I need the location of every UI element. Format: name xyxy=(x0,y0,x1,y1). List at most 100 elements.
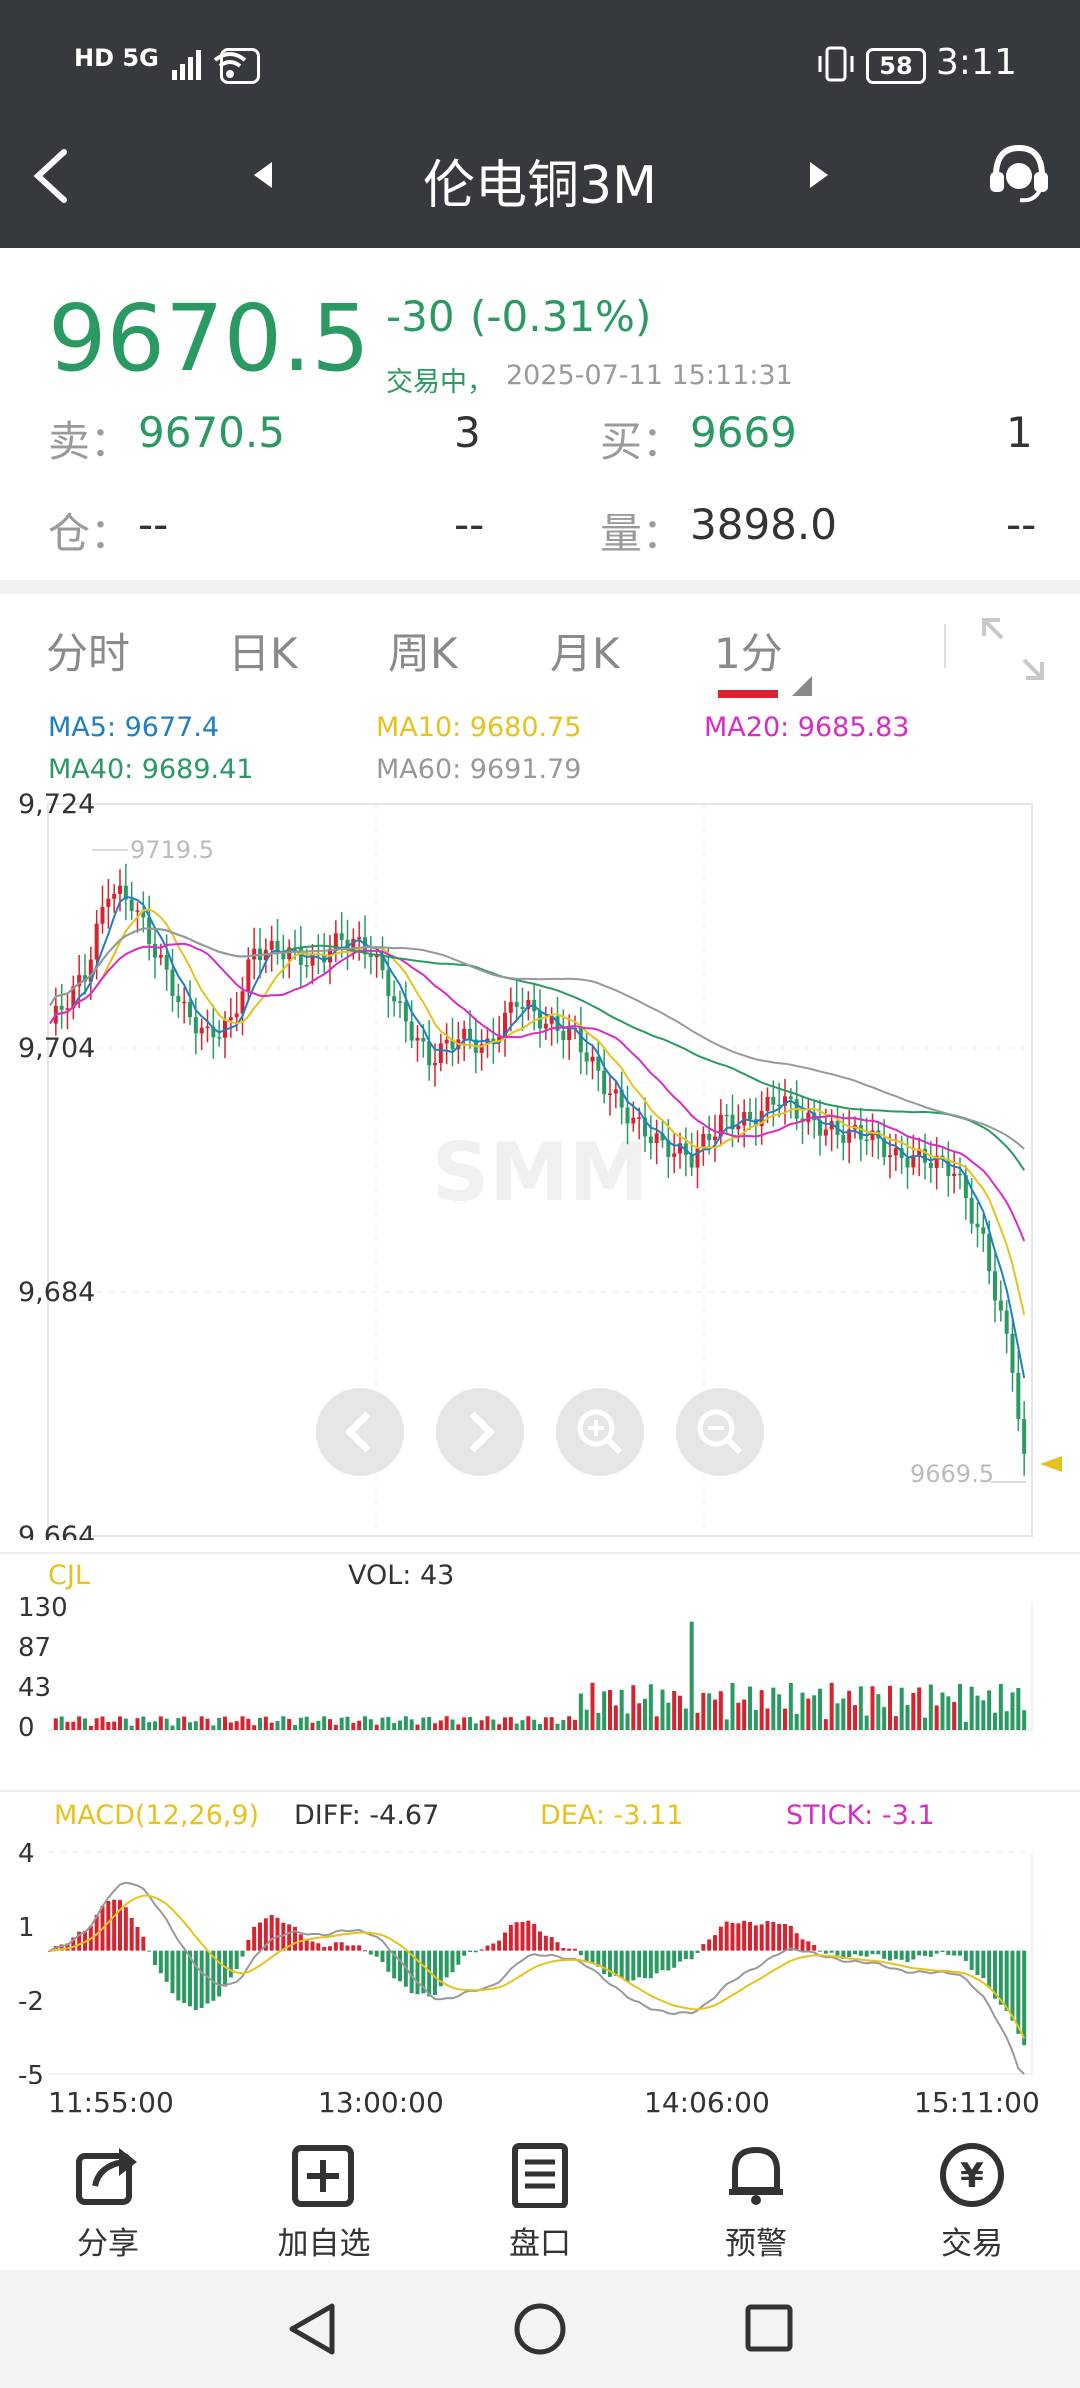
volume-bar xyxy=(853,1705,857,1730)
volume-bar xyxy=(526,1716,531,1730)
macd-bar xyxy=(135,1927,140,1951)
candle xyxy=(888,1155,892,1158)
candle xyxy=(351,938,356,950)
macd-bar xyxy=(829,1950,834,1953)
system-back-icon[interactable] xyxy=(284,2300,340,2358)
volume-bar xyxy=(648,1684,653,1730)
system-nav-bar xyxy=(0,2270,1080,2388)
yen-icon: ¥ xyxy=(940,2143,1004,2207)
macd-chart[interactable]: 4 1 -2 -5 xyxy=(0,1834,1080,2084)
candle xyxy=(707,1133,712,1141)
macd-bar xyxy=(228,1950,233,1978)
candle xyxy=(415,1037,420,1041)
macd-bar xyxy=(164,1950,169,1982)
candle xyxy=(672,1153,677,1157)
trade-button[interactable]: ¥ 交易 xyxy=(902,2142,1042,2263)
zoom-out-icon[interactable] xyxy=(674,1386,766,1478)
candle xyxy=(619,1089,624,1108)
volume-bar xyxy=(415,1724,420,1730)
macd-bar xyxy=(304,1940,309,1951)
volume-bar xyxy=(958,1683,962,1730)
macd-bar xyxy=(561,1947,566,1951)
candle xyxy=(246,959,251,992)
volume-bar xyxy=(351,1722,356,1730)
candle xyxy=(783,1096,787,1106)
volume-bar xyxy=(637,1703,642,1730)
volume-bar xyxy=(975,1695,980,1730)
tab-1min[interactable]: 1分 xyxy=(714,629,783,678)
macd-bar xyxy=(893,1950,898,1959)
volume-bar xyxy=(561,1720,566,1730)
volume-bar xyxy=(993,1712,997,1730)
volume-bar xyxy=(392,1723,397,1730)
macd-bar xyxy=(398,1950,402,1982)
candle xyxy=(118,885,122,894)
macd-bar xyxy=(666,1950,671,1971)
tab-monthly-k[interactable]: 月K xyxy=(550,629,620,678)
candle xyxy=(823,1129,828,1136)
add-favorite-button[interactable]: 加自选 xyxy=(254,2142,394,2263)
order-book-icon xyxy=(512,2143,568,2209)
volume-bar xyxy=(310,1722,315,1730)
candle xyxy=(193,1017,198,1034)
candle xyxy=(333,933,338,949)
volume-bar xyxy=(1010,1692,1015,1730)
candle xyxy=(771,1096,776,1105)
position-change: -- xyxy=(454,500,485,549)
alert-button[interactable]: 预警 xyxy=(686,2142,826,2263)
zoom-in-icon[interactable] xyxy=(554,1386,646,1478)
volume-bar xyxy=(806,1698,811,1730)
macd-dea: DEA: -3.11 xyxy=(540,1800,684,1831)
volume-bar xyxy=(176,1718,181,1730)
macd-bar xyxy=(188,1950,192,2007)
macd-bar xyxy=(479,1949,484,1951)
macd-bar xyxy=(450,1950,455,1973)
candle xyxy=(88,959,93,982)
y-tick: 9,704 xyxy=(18,1033,95,1064)
macd-bar xyxy=(357,1945,362,1951)
scroll-right-icon[interactable] xyxy=(434,1386,526,1478)
candle xyxy=(858,1125,863,1140)
candle xyxy=(1016,1372,1021,1420)
volume-bar xyxy=(88,1725,93,1730)
volume-bar xyxy=(701,1692,706,1730)
macd-bar xyxy=(730,1922,735,1951)
tab-weekly-k[interactable]: 周K xyxy=(388,629,458,678)
volume-bar xyxy=(456,1724,461,1730)
volume-chart[interactable]: 130 87 43 0 xyxy=(0,1592,1080,1742)
candle xyxy=(847,1129,852,1143)
candlestick-chart[interactable]: 9,724 9,704 9,684 9,664 SMM 9719.5 9669.… xyxy=(0,780,1080,1540)
system-recents-icon[interactable] xyxy=(742,2300,798,2358)
macd-bar xyxy=(619,1950,624,1979)
y-tick: 4 xyxy=(18,1839,35,1869)
tab-intraday[interactable]: 分时 xyxy=(46,629,131,678)
volume-bar xyxy=(450,1719,455,1730)
volume-bar xyxy=(479,1720,484,1730)
volume-bar xyxy=(298,1717,303,1730)
next-contract-icon[interactable] xyxy=(804,158,834,192)
dropdown-triangle-icon[interactable] xyxy=(790,674,814,698)
sell-qty: 3 xyxy=(454,408,481,457)
fullscreen-icon[interactable] xyxy=(980,616,1046,682)
volume-bar xyxy=(608,1690,612,1730)
macd-bar xyxy=(998,1950,1003,2005)
candle xyxy=(981,1227,986,1234)
volume-bar xyxy=(800,1692,805,1730)
macd-bar xyxy=(888,1950,892,1961)
prev-contract-icon[interactable] xyxy=(248,158,278,192)
macd-bar xyxy=(718,1926,723,1951)
customer-service-icon[interactable] xyxy=(984,142,1054,206)
system-home-icon[interactable] xyxy=(512,2300,568,2358)
macd-bar xyxy=(433,1950,437,1995)
scroll-left-icon[interactable] xyxy=(314,1386,406,1478)
candle xyxy=(549,1016,554,1024)
candle xyxy=(269,940,274,950)
order-book-button[interactable]: 盘口 xyxy=(470,2142,610,2263)
volume-bar xyxy=(77,1716,82,1730)
share-button[interactable]: 分享 xyxy=(38,2142,178,2263)
tab-daily-k[interactable]: 日K xyxy=(228,629,298,678)
volume-bar xyxy=(129,1725,134,1730)
volume-bar xyxy=(287,1719,292,1730)
back-icon[interactable] xyxy=(28,146,72,206)
volume-bar xyxy=(952,1702,957,1730)
